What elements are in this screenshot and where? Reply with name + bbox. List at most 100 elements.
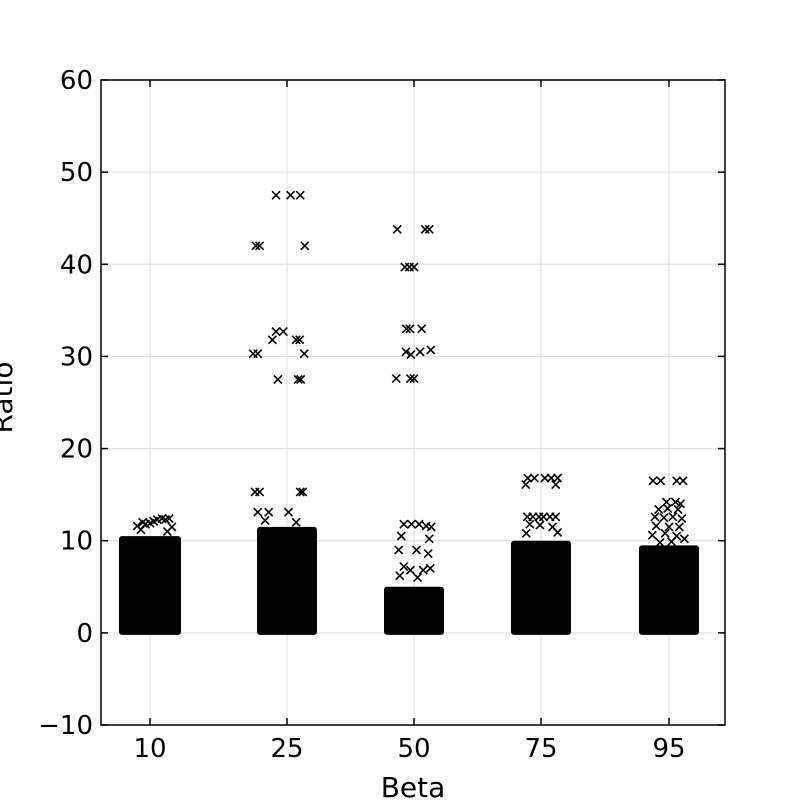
data-point (396, 531, 406, 541)
data-point (395, 571, 405, 581)
dense-cluster-50 (384, 586, 444, 635)
data-point (255, 241, 265, 251)
data-point (300, 241, 310, 251)
data-point (677, 514, 687, 524)
data-point (417, 324, 427, 334)
data-point (392, 224, 402, 234)
data-point (271, 326, 281, 337)
y-axis-tick-labels: −10 0 10 20 30 40 50 60 (38, 66, 93, 741)
data-point (674, 522, 684, 532)
data-point (399, 519, 409, 529)
data-point (529, 473, 539, 483)
y-tick-label: 40 (60, 250, 93, 280)
data-point (253, 349, 263, 359)
data-point (401, 347, 411, 357)
data-point (295, 487, 305, 497)
data-point (409, 262, 419, 272)
plot-area-frame (100, 79, 726, 726)
data-point (414, 519, 424, 529)
data-point (675, 499, 686, 509)
data-point (654, 504, 664, 514)
data-point (425, 563, 435, 573)
data-point (298, 487, 308, 497)
data-point (251, 241, 261, 251)
data-point (423, 549, 433, 559)
data-point (426, 522, 436, 532)
data-point (650, 512, 660, 522)
data-point (162, 526, 172, 537)
data-point (405, 565, 416, 575)
data-point (136, 525, 146, 535)
data-point (424, 534, 434, 544)
x-tick-label: 95 (652, 734, 685, 764)
data-point (660, 528, 670, 538)
data-point (651, 521, 661, 531)
data-point (656, 476, 666, 486)
data-point (295, 190, 305, 200)
data-point (553, 473, 563, 483)
data-point (648, 476, 658, 486)
data-point (663, 503, 673, 514)
data-point (535, 520, 545, 530)
data-point (278, 326, 288, 337)
y-tick-label: 10 (60, 527, 93, 557)
x-tick-label: 25 (270, 734, 303, 764)
data-point (411, 545, 422, 555)
data-point (164, 514, 174, 524)
x-tick-label: 75 (524, 734, 557, 764)
data-point (405, 373, 416, 384)
data-point (394, 545, 404, 555)
y-tick-label: 20 (60, 435, 93, 465)
data-point (264, 507, 274, 517)
data-point (551, 512, 561, 522)
scatter-points (132, 190, 689, 583)
data-point (666, 537, 677, 547)
data-point (420, 224, 430, 234)
data-point (521, 528, 531, 538)
data-point (426, 345, 436, 355)
data-point (273, 374, 283, 385)
x-axis-title: Beta (381, 771, 446, 804)
data-point (424, 224, 434, 234)
data-point (406, 519, 417, 529)
data-point (255, 487, 265, 497)
data-point (551, 479, 561, 490)
data-point (391, 373, 401, 384)
data-point (670, 497, 680, 507)
y-tick-label: 0 (76, 619, 93, 649)
data-point (679, 534, 689, 544)
data-point (405, 324, 415, 334)
y-tick-label: 30 (60, 342, 93, 372)
data-point (668, 512, 678, 522)
data-point (647, 530, 657, 540)
y-tick-label: 50 (60, 158, 93, 188)
data-point (271, 190, 281, 200)
data-point (295, 335, 305, 345)
data-point (655, 537, 665, 548)
data-point (673, 504, 683, 514)
data-point (409, 373, 419, 384)
axis-ticks (101, 79, 725, 726)
data-point (412, 573, 423, 583)
data-point (299, 349, 309, 359)
y-tick-label: −10 (38, 711, 93, 741)
dense-cluster-75 (511, 540, 571, 635)
data-point (283, 507, 294, 517)
dense-cluster-10 (119, 536, 181, 635)
data-point (293, 374, 303, 385)
data-point (525, 519, 535, 529)
data-point (296, 374, 306, 385)
y-tick-label: 60 (60, 66, 93, 96)
x-tick-label: 50 (397, 734, 430, 764)
x-axis-tick-labels: 10 25 50 75 95 (133, 734, 685, 764)
data-point (291, 335, 301, 345)
data-point (253, 507, 263, 517)
y-axis-title: Ratio (0, 362, 19, 434)
data-point (401, 324, 411, 334)
data-point (678, 476, 688, 486)
data-point (291, 517, 301, 527)
data-point (406, 350, 416, 360)
data-point (553, 527, 563, 537)
data-point (415, 347, 425, 357)
